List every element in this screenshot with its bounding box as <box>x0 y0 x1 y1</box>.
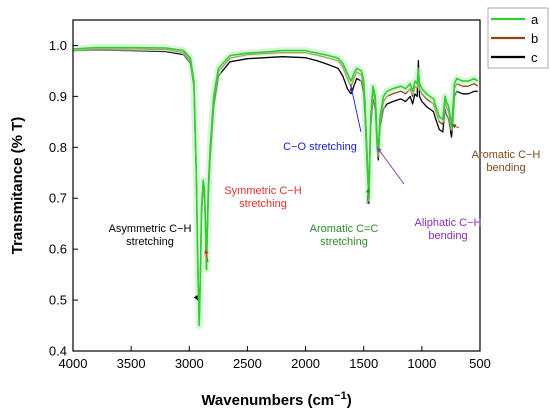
x-tick-label: 500 <box>469 356 491 371</box>
annotation-line: Symmetric C−H <box>224 185 301 197</box>
x-tick-label: 1000 <box>407 356 436 371</box>
legend-label-b: b <box>531 31 538 46</box>
x-tick-label: 3000 <box>175 356 204 371</box>
x-axis-title-sup: −1 <box>334 390 347 402</box>
annotation-label: Aliphatic C−H bending <box>415 217 482 242</box>
annotation-arrowhead <box>204 249 209 254</box>
annotation-line: Asymmetric C−H <box>109 223 192 235</box>
annotation-label: Aromatic C−H bending <box>472 149 541 174</box>
y-tick-label: 0.8 <box>49 140 67 155</box>
annotation-line: Aromatic C=C <box>310 223 379 235</box>
annotation-leader <box>376 147 405 185</box>
annotation-arrowhead <box>451 124 457 129</box>
annotation-label: Aromatic C=C stretching <box>310 223 379 248</box>
x-tick-label: 3500 <box>117 356 146 371</box>
x-tick-label: 4000 <box>59 356 88 371</box>
y-tick-label: 0.7 <box>49 191 67 206</box>
y-tick-label: 0.4 <box>49 344 67 359</box>
annotation-line: bending <box>486 162 525 174</box>
y-tick-label: 0.5 <box>49 293 67 308</box>
annotation-line: C−O stretching <box>283 141 357 153</box>
y-tick-label: 0.6 <box>49 242 67 257</box>
x-axis-title: Wavenumbers (cm−1) <box>201 390 351 409</box>
annotation-line: stretching <box>320 236 368 248</box>
y-axis-ticks: 0.4 0.5 0.6 0.7 0.8 0.9 1.0 <box>49 38 78 359</box>
x-tick-label: 1500 <box>349 356 378 371</box>
annotation-leader <box>350 86 362 133</box>
annotation-label: C−O stretching <box>283 141 357 153</box>
y-tick-label: 0.9 <box>49 89 67 104</box>
y-axis-title: Transmitance (% T) <box>9 117 26 255</box>
annotation-arrowhead <box>365 188 371 193</box>
x-tick-label: 2500 <box>233 356 262 371</box>
legend-label-c: c <box>531 50 538 65</box>
legend-label-a: a <box>531 12 539 27</box>
annotation-line: Aromatic C−H <box>472 149 541 161</box>
annotation-line: stretching <box>239 198 287 210</box>
annotation-line: Aliphatic C−H <box>415 217 482 229</box>
annotation-arrowhead <box>193 295 199 301</box>
x-tick-label: 2000 <box>291 356 320 371</box>
legend: abc <box>487 7 549 69</box>
series-line-a <box>72 46 479 327</box>
x-axis-title-end: ) <box>347 392 352 409</box>
x-axis-ticks: 4000 3500 3000 2500 2000 1500 1000 500 <box>59 346 491 371</box>
annotation-arrowhead <box>349 86 355 92</box>
annotation-label: Symmetric C−H stretching <box>224 185 301 210</box>
x-axis-title-main: Wavenumbers (cm <box>201 392 334 409</box>
annotation-line: bending <box>428 230 467 242</box>
annotation-line: stretching <box>126 236 174 248</box>
annotation-arrowhead <box>377 147 382 153</box>
y-tick-label: 1.0 <box>49 38 67 53</box>
series-layer <box>72 44 480 329</box>
annotation-label: Asymmetric C−H stretching <box>109 223 192 248</box>
plot-frame <box>72 19 481 352</box>
